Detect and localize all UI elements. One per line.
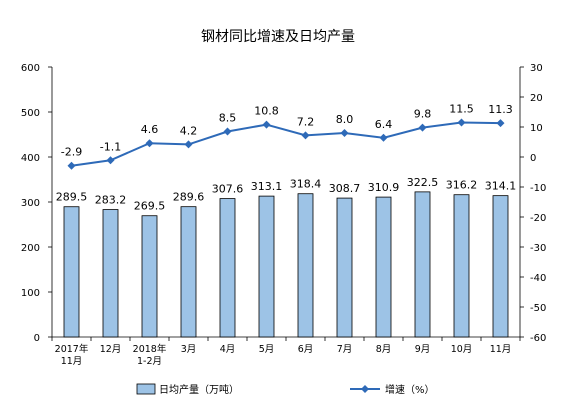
right-axis-tick-label: -60 [530,333,546,344]
x-axis-tick-label: 1-2月 [137,356,162,367]
left-axis-tick-label: 400 [21,153,40,164]
line-point [301,131,310,140]
left-axis-tick-label: 100 [21,288,40,299]
legend: 日均产量（万吨） 增速（%） [136,383,435,396]
bar [102,209,119,338]
x-axis-tick-label: 12月 [100,344,122,355]
line-value-label: 8.0 [336,113,354,126]
line-value-label: 8.5 [219,112,237,125]
bar [336,197,353,338]
x-axis-tick-label: 2018年 [133,343,167,355]
line-value-label: -2.9 [61,146,82,159]
bar-value-label: 310.9 [368,181,400,194]
bar [219,198,236,338]
line-value-label: 4.2 [180,124,198,137]
right-axis-tick-label: 30 [530,63,543,74]
left-axis-tick-label: 200 [21,243,40,254]
right-axis-tick-label: 0 [530,153,536,164]
x-axis-tick-label: 3月 [181,344,197,355]
bar-value-label: 283.2 [95,194,127,207]
right-axis-tick-label: -10 [530,183,546,194]
x-axis-tick-label: 4月 [220,344,236,355]
bar [180,206,197,338]
x-axis-tick-label: 7月 [337,344,353,355]
line-point [379,133,388,142]
x-axis-tick-label: 9月 [415,344,431,355]
bar-value-label: 322.5 [407,176,439,189]
right-axis-tick-label: -30 [530,243,546,254]
growth-line [71,121,501,167]
bar [141,215,158,338]
right-axis-tick-label: -50 [530,303,546,314]
x-axis-tick-label: 11月 [490,344,512,355]
x-axis-tick-label: 11月 [61,356,83,367]
bar-value-label: 316.2 [446,179,478,192]
bar-series: 289.5 283.2 269.5 289.6 307.6 313.1 318.4 308.7… [56,176,517,338]
line-point [262,120,271,129]
left-axis-tick-label: 300 [21,198,40,209]
line-value-label: 4.6 [141,123,159,136]
line-value-label: 7.2 [297,115,315,128]
right-axis-tick-label: -20 [530,213,546,224]
line-value-label: 11.5 [449,103,474,116]
line-value-label: 10.8 [254,105,279,118]
bar-value-label: 314.1 [485,180,517,193]
x-axis-tick-label: 6月 [298,344,314,355]
bar-value-label: 289.5 [56,191,88,204]
x-axis-tick-label: 8月 [376,344,392,355]
right-axis-tick-label: -40 [530,273,546,284]
bar-value-label: 313.1 [251,180,283,193]
bar-value-label: 307.6 [212,183,244,196]
line-value-label: 6.4 [375,118,393,131]
left-axis: 0 100 200 300 400 500 600 [21,63,52,344]
line-point [223,127,232,136]
line-point [496,119,505,128]
bar [492,195,509,338]
right-axis-tick-label: 20 [530,93,543,104]
bar [297,193,314,338]
x-axis-tick-label: 2017年 [55,343,89,355]
line-point [184,140,193,149]
line-value-label: 11.3 [488,103,513,116]
line-series: -2.9 -1.1 4.6 4.2 8.5 10.8 7.2 8.0 6.4 9.8 11.5 11.… [61,103,513,170]
legend-line-marker [361,385,369,393]
line-value-label: 9.8 [414,108,432,121]
line-value-label: -1.1 [100,140,121,153]
bar [414,191,431,338]
left-axis-tick-label: 0 [34,333,40,344]
left-axis-tick-label: 600 [21,63,40,74]
line-point [145,139,154,148]
legend-bar-label: 日均产量（万吨） [159,383,239,396]
bar [375,196,392,338]
legend-bar-swatch [136,383,156,395]
left-axis-tick-label: 500 [21,108,40,119]
bar-value-label: 308.7 [329,182,361,195]
bar [258,195,275,338]
bar [453,194,470,338]
right-axis-tick-label: 10 [530,123,543,134]
line-point [457,118,466,127]
line-point [67,161,76,170]
x-axis-tick-label: 10月 [451,344,473,355]
bar-value-label: 318.4 [290,178,322,191]
legend-line-label: 增速（%） [385,383,435,396]
line-point [340,129,349,137]
bar [63,206,80,338]
right-axis: -60 -50 -40 -30 -20 -10 0 10 20 30 [520,63,546,344]
line-point [106,156,115,165]
chart-title: 钢材同比增速及日均产量 [201,29,355,45]
line-point [418,123,427,132]
bar-value-label: 269.5 [134,200,166,213]
x-axis-tick-label: 5月 [259,344,275,355]
bar-value-label: 289.6 [173,191,205,204]
